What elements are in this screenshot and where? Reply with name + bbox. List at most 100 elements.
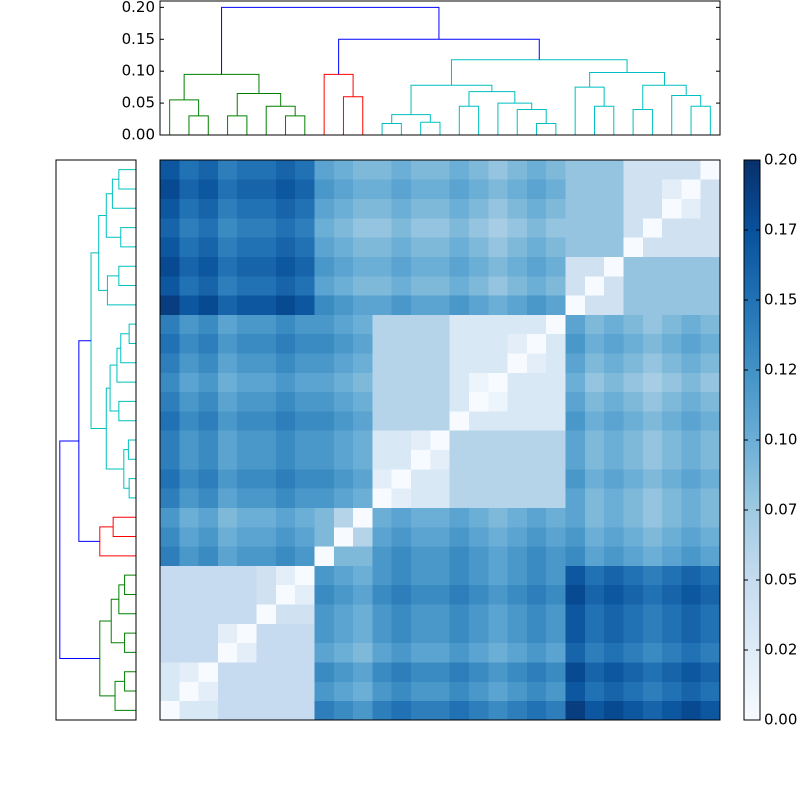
heat-cell [160, 160, 180, 180]
heat-cell [584, 546, 605, 566]
heat-cell [160, 700, 180, 721]
heat-cell [411, 179, 431, 200]
dendrogram-link [183, 73, 260, 100]
heat-cell [160, 488, 180, 508]
heat-cell [314, 526, 335, 547]
heat-cell [623, 468, 644, 489]
heat-cell [642, 217, 663, 238]
heat-cell [488, 700, 508, 721]
heat-cell [468, 237, 489, 257]
heat-cell [179, 507, 200, 528]
heat-cell [681, 449, 702, 470]
heat-cell [256, 546, 277, 566]
heat-cell [217, 449, 238, 470]
heat-cell [642, 372, 663, 393]
heat-cell [584, 372, 605, 393]
heat-cell [411, 449, 431, 470]
heat-cell [449, 353, 470, 373]
heat-cell [353, 333, 373, 354]
heat-cell [642, 179, 663, 200]
heat-cell [526, 700, 547, 721]
heat-cell [256, 468, 277, 489]
heat-cell [275, 237, 296, 257]
heat-cell [372, 237, 393, 257]
heat-cell [546, 333, 566, 354]
heat-cell [353, 314, 373, 335]
heat-cell [642, 526, 663, 547]
dendrogram-link [118, 265, 136, 287]
heat-cell [662, 160, 682, 180]
heat-cell [468, 681, 489, 702]
dendrogram-link [516, 108, 547, 135]
colorbar-tick-label: 0.20 [764, 151, 797, 169]
heat-cell [217, 179, 238, 200]
heat-cell [507, 681, 528, 702]
heat-cell [526, 449, 547, 470]
heat-cell [604, 642, 624, 663]
heat-cell [430, 623, 451, 644]
dendrogram-link [120, 227, 136, 248]
heat-cell [604, 565, 624, 586]
dendrogram-link [123, 449, 130, 489]
heat-cell [160, 604, 180, 624]
dendrogram-link [381, 123, 402, 135]
heat-cell [507, 353, 528, 373]
heat-cell [179, 430, 200, 451]
heat-cell [333, 488, 354, 508]
heat-cell [449, 604, 470, 624]
heat-cell [295, 604, 315, 624]
heat-cell [507, 333, 528, 354]
heat-cell [700, 700, 721, 721]
heat-cell [681, 179, 702, 200]
heat-cell [488, 681, 508, 702]
heat-cell [449, 275, 470, 296]
heat-cell [256, 295, 277, 315]
heat-cell [295, 160, 315, 180]
heat-cell [584, 526, 605, 547]
heat-cell [507, 314, 528, 335]
heat-cell [623, 488, 644, 508]
heat-cell [681, 391, 702, 412]
heat-cell [700, 179, 721, 200]
heat-cell [217, 507, 238, 528]
heat-cell [623, 372, 644, 393]
heat-cell [430, 314, 451, 335]
heat-cell [430, 565, 451, 586]
heat-cell [584, 391, 605, 412]
heat-cell [449, 237, 470, 257]
heat-cell [449, 623, 470, 644]
heat-cell [372, 642, 393, 663]
heat-cell [353, 256, 373, 277]
heat-cell [411, 700, 431, 721]
heat-cell [372, 526, 393, 547]
heat-cell [275, 623, 296, 644]
heat-cell [295, 584, 315, 605]
heat-cell [256, 681, 277, 702]
heat-cell [353, 430, 373, 451]
heat-cell [391, 604, 412, 624]
dendrogram-link [114, 680, 136, 711]
heat-cell [411, 275, 431, 296]
heat-cell [430, 237, 451, 257]
heat-cell [411, 391, 431, 412]
heat-cell [314, 198, 335, 219]
heat-cell [237, 179, 257, 200]
heat-cell [256, 275, 277, 296]
heat-cell [565, 353, 586, 373]
heat-cell [584, 623, 605, 644]
heat-cell [526, 507, 547, 528]
heat-cell [430, 507, 451, 528]
heat-cell [391, 488, 412, 508]
heat-cell [179, 468, 200, 489]
heat-cell [179, 546, 200, 566]
heat-cell [217, 314, 238, 335]
heat-cell [584, 565, 605, 586]
heat-cell [430, 391, 451, 412]
heat-cell [314, 584, 335, 605]
heat-cell [623, 411, 644, 431]
heat-cell [700, 372, 721, 393]
heat-cell [642, 468, 663, 489]
heat-cell [507, 391, 528, 412]
heat-cell [391, 198, 412, 219]
